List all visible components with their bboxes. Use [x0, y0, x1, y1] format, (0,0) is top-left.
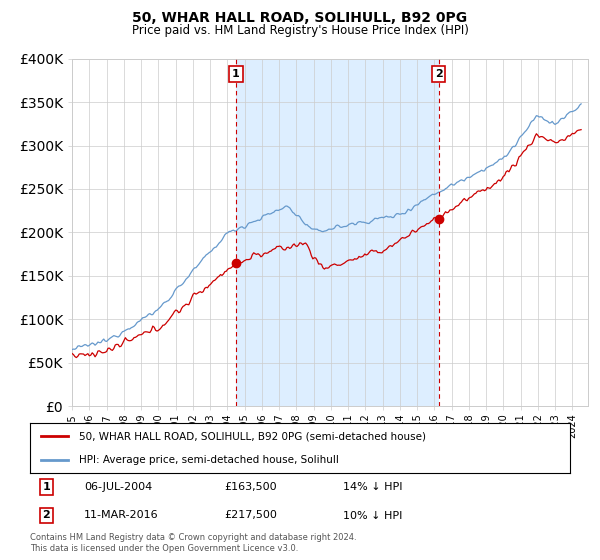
Text: Price paid vs. HM Land Registry's House Price Index (HPI): Price paid vs. HM Land Registry's House … — [131, 24, 469, 36]
Text: 2: 2 — [435, 69, 443, 79]
Text: 1: 1 — [232, 69, 240, 79]
Text: Contains HM Land Registry data © Crown copyright and database right 2024.
This d: Contains HM Land Registry data © Crown c… — [30, 533, 356, 553]
Text: HPI: Average price, semi-detached house, Solihull: HPI: Average price, semi-detached house,… — [79, 455, 338, 465]
Text: £163,500: £163,500 — [224, 482, 277, 492]
Text: 50, WHAR HALL ROAD, SOLIHULL, B92 0PG: 50, WHAR HALL ROAD, SOLIHULL, B92 0PG — [133, 11, 467, 25]
Text: 10% ↓ HPI: 10% ↓ HPI — [343, 511, 403, 520]
Text: 1: 1 — [43, 482, 50, 492]
Text: 11-MAR-2016: 11-MAR-2016 — [84, 511, 158, 520]
Text: £217,500: £217,500 — [224, 511, 277, 520]
Text: 50, WHAR HALL ROAD, SOLIHULL, B92 0PG (semi-detached house): 50, WHAR HALL ROAD, SOLIHULL, B92 0PG (s… — [79, 431, 425, 441]
Bar — [236, 59, 439, 406]
Text: 06-JUL-2004: 06-JUL-2004 — [84, 482, 152, 492]
Text: 2: 2 — [43, 511, 50, 520]
Text: 14% ↓ HPI: 14% ↓ HPI — [343, 482, 403, 492]
